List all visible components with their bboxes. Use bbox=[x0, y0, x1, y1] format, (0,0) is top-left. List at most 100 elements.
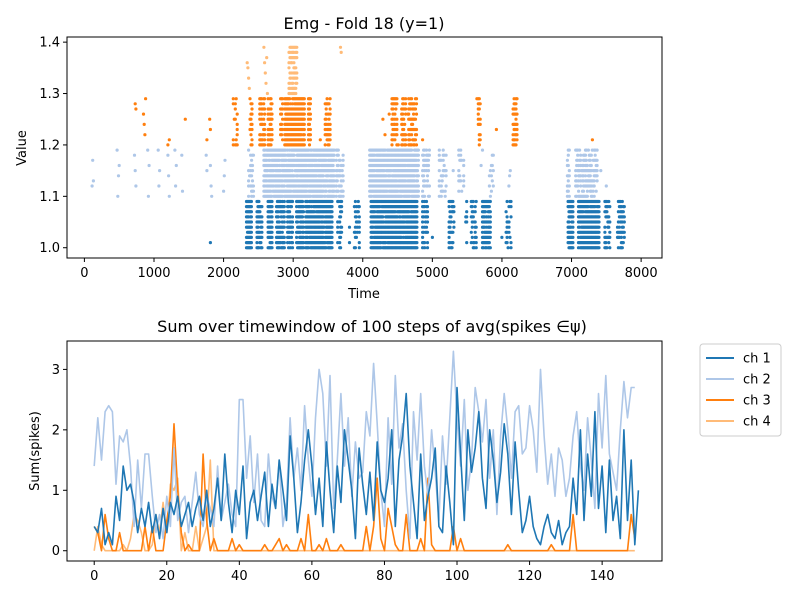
scatter-point bbox=[338, 158, 342, 162]
scatter-point bbox=[205, 138, 209, 142]
scatter-point bbox=[617, 225, 622, 229]
scatter-point bbox=[509, 199, 513, 204]
scatter-point bbox=[477, 143, 481, 147]
scatter-point bbox=[415, 199, 419, 204]
scatter-point bbox=[605, 210, 609, 214]
scatter-point bbox=[579, 184, 583, 188]
scatter-point bbox=[330, 230, 334, 234]
scatter-point bbox=[583, 174, 588, 178]
scatter-point bbox=[585, 194, 590, 198]
scatter-point bbox=[289, 205, 294, 209]
scatter-point bbox=[328, 133, 332, 137]
scatter-point bbox=[134, 184, 138, 188]
legend-label: ch 4 bbox=[743, 415, 771, 430]
scatter-point bbox=[334, 184, 338, 188]
scatter-point bbox=[437, 169, 441, 173]
scatter-point bbox=[416, 158, 420, 162]
scatter-point bbox=[269, 97, 273, 101]
scatter-point bbox=[357, 220, 361, 224]
scatter-point bbox=[505, 235, 509, 239]
scatter-point bbox=[473, 205, 477, 209]
scatter-point bbox=[566, 163, 570, 168]
scatter-point bbox=[488, 246, 492, 250]
scatter-point bbox=[301, 241, 306, 245]
scatter-point bbox=[301, 246, 306, 250]
scatter-point bbox=[143, 133, 147, 137]
x-tick-label: 0 bbox=[90, 569, 98, 584]
scatter-point bbox=[91, 158, 95, 162]
scatter-point bbox=[251, 184, 256, 188]
scatter-point bbox=[281, 97, 285, 101]
scatter-point bbox=[402, 127, 406, 132]
scatter-point bbox=[489, 189, 493, 193]
scatter-point bbox=[508, 235, 512, 239]
scatter-point bbox=[395, 102, 399, 106]
scatter-point bbox=[327, 117, 331, 121]
y-tick-label: 1.4 bbox=[39, 36, 60, 51]
scatter-point bbox=[270, 112, 274, 116]
scatter-point bbox=[423, 246, 427, 250]
scatter-point bbox=[270, 102, 274, 106]
scatter-point bbox=[494, 127, 498, 132]
scatter-point bbox=[117, 163, 121, 168]
scatter-point bbox=[387, 112, 391, 116]
scatter-point bbox=[415, 230, 419, 234]
scatter-point bbox=[260, 220, 264, 224]
scatter-point bbox=[270, 246, 274, 250]
scatter-point bbox=[357, 230, 361, 234]
scatter-point bbox=[257, 199, 261, 204]
scatter-point bbox=[416, 174, 420, 178]
scatter-point bbox=[290, 225, 295, 229]
scatter-point bbox=[260, 225, 264, 229]
scatter-x-axis-label: Time bbox=[347, 287, 380, 302]
scatter-point bbox=[260, 112, 264, 116]
scatter-point bbox=[515, 127, 519, 132]
scatter-point bbox=[258, 210, 262, 214]
scatter-point bbox=[589, 163, 593, 168]
scatter-point bbox=[249, 199, 253, 204]
scatter-point bbox=[282, 184, 286, 188]
scatter-point bbox=[576, 184, 580, 188]
scatter-point bbox=[233, 102, 237, 106]
scatter-point bbox=[280, 133, 284, 137]
scatter-point bbox=[566, 189, 570, 193]
scatter-point bbox=[410, 133, 414, 137]
scatter-point bbox=[415, 205, 419, 209]
scatter-point bbox=[470, 205, 474, 209]
scatter-point bbox=[565, 158, 570, 162]
scatter-point bbox=[146, 194, 150, 198]
scatter-point bbox=[490, 163, 494, 168]
scatter-point bbox=[231, 138, 235, 142]
scatter-point bbox=[444, 153, 448, 157]
scatter-point bbox=[260, 235, 264, 239]
scatter-point bbox=[204, 153, 208, 157]
scatter-point bbox=[263, 61, 267, 65]
scatter-point bbox=[353, 199, 357, 204]
scatter-point bbox=[469, 230, 473, 234]
scatter-point bbox=[443, 189, 447, 193]
scatter-point bbox=[281, 138, 285, 142]
scatter-point bbox=[251, 194, 256, 198]
scatter-point bbox=[167, 194, 171, 198]
scatter-point bbox=[250, 174, 254, 178]
line-chart: Sum over timewindow of 100 steps of avg(… bbox=[28, 317, 782, 584]
scatter-point bbox=[260, 230, 264, 234]
scatter-point bbox=[116, 194, 120, 198]
scatter-point bbox=[403, 122, 407, 126]
scatter-series-3 bbox=[133, 97, 595, 147]
scatter-point bbox=[608, 230, 612, 234]
scatter-point bbox=[488, 225, 492, 229]
scatter-point bbox=[571, 220, 575, 224]
scatter-point bbox=[415, 179, 420, 183]
scatter-point bbox=[514, 117, 518, 121]
scatter-point bbox=[308, 133, 312, 137]
x-tick-label: 100 bbox=[445, 569, 470, 584]
scatter-point bbox=[444, 174, 448, 178]
scatter-point bbox=[470, 225, 474, 229]
scatter-point bbox=[415, 210, 419, 214]
scatter-point bbox=[347, 225, 352, 229]
scatter-point bbox=[270, 230, 274, 234]
scatter-point bbox=[621, 225, 625, 229]
scatter-point bbox=[462, 184, 466, 188]
